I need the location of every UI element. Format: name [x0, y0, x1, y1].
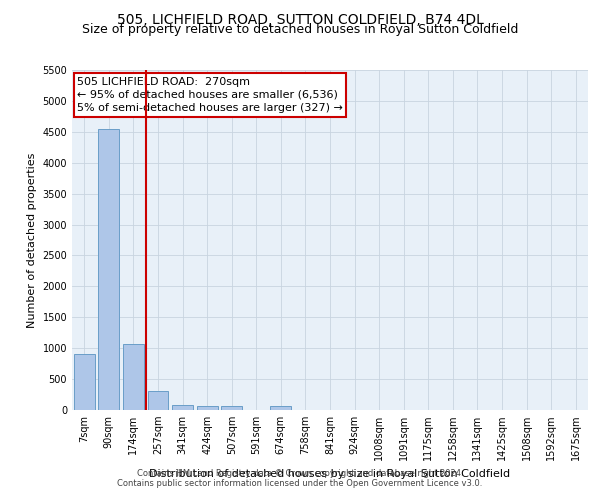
Bar	[172, 405, 193, 410]
Bar	[221, 406, 242, 410]
Text: 505 LICHFIELD ROAD:  270sqm
← 95% of detached houses are smaller (6,536)
5% of s: 505 LICHFIELD ROAD: 270sqm ← 95% of deta…	[77, 77, 343, 113]
Bar	[197, 406, 218, 410]
Bar	[74, 354, 95, 410]
Y-axis label: Number of detached properties: Number of detached properties	[27, 152, 37, 328]
Text: 505, LICHFIELD ROAD, SUTTON COLDFIELD, B74 4DL: 505, LICHFIELD ROAD, SUTTON COLDFIELD, B…	[116, 12, 484, 26]
Bar	[148, 392, 169, 410]
X-axis label: Distribution of detached houses by size in Royal Sutton Coldfield: Distribution of detached houses by size …	[149, 468, 511, 478]
Text: Size of property relative to detached houses in Royal Sutton Coldfield: Size of property relative to detached ho…	[82, 22, 518, 36]
Text: Contains HM Land Registry data © Crown copyright and database right 2024.: Contains HM Land Registry data © Crown c…	[137, 468, 463, 477]
Bar	[98, 128, 119, 410]
Bar	[271, 406, 292, 410]
Bar	[123, 344, 144, 410]
Text: Contains public sector information licensed under the Open Government Licence v3: Contains public sector information licen…	[118, 478, 482, 488]
